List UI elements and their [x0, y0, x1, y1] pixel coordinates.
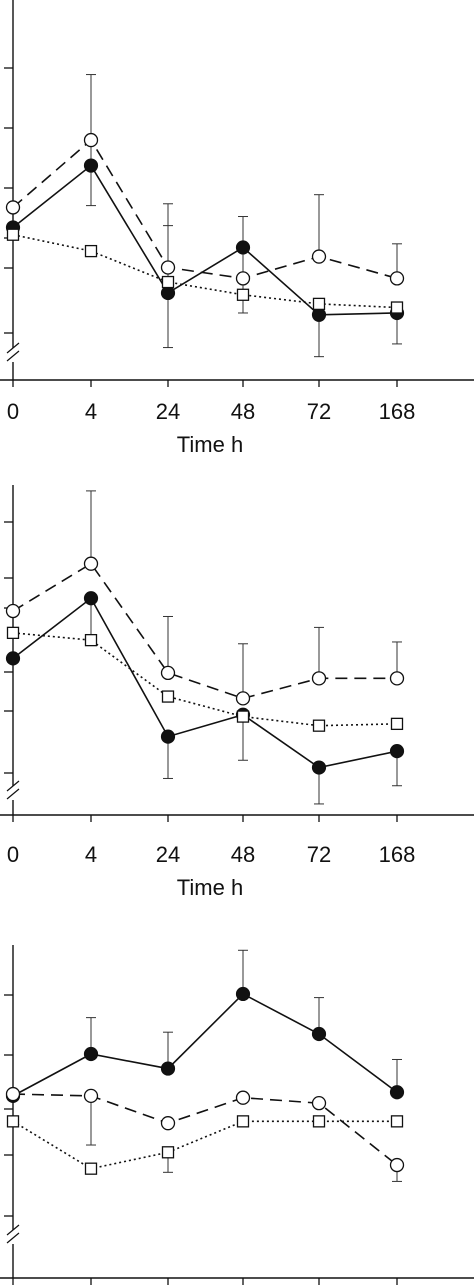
- point-filled-circle-72: [311, 307, 327, 322]
- x-tick-label-4: 4: [85, 842, 97, 867]
- axis-break-mark: [6, 350, 20, 362]
- series-line-filled-circle: [12, 164, 398, 316]
- point-filled-circle-72: [311, 1026, 327, 1042]
- x-tick-label-72: 72: [307, 399, 331, 424]
- point-open-circle-0: [5, 603, 21, 619]
- point-open-square-168: [390, 301, 404, 314]
- point-filled-circle-0: [5, 651, 21, 666]
- point-open-circle-4: [83, 556, 99, 571]
- x-tick-label-48: 48: [231, 842, 255, 867]
- x-axis-label: Time h: [177, 875, 243, 900]
- series-line-open-square: [12, 632, 398, 727]
- point-open-square-24: [161, 1146, 175, 1159]
- point-open-square-0: [6, 1115, 20, 1128]
- point-open-square-72: [312, 1115, 326, 1128]
- axis-break-mark: [6, 342, 20, 354]
- point-open-circle-24: [160, 260, 176, 275]
- point-filled-circle-4: [83, 158, 99, 173]
- point-open-square-72: [312, 719, 326, 732]
- point-open-circle-168: [389, 671, 405, 686]
- point-open-square-24: [161, 275, 175, 289]
- x-tick-label-0: 0: [7, 399, 19, 424]
- series-line-open-square: [12, 233, 398, 309]
- point-open-square-168: [390, 1115, 404, 1128]
- point-open-square-48: [236, 1115, 250, 1128]
- point-open-circle-4: [83, 1088, 99, 1104]
- point-open-circle-0: [5, 200, 21, 215]
- point-open-square-4: [84, 244, 98, 258]
- axis-break-mark: [6, 780, 20, 792]
- point-open-circle-48: [235, 691, 251, 706]
- point-open-square-168: [390, 717, 404, 731]
- axis-break-mark: [6, 1224, 20, 1236]
- point-open-circle-24: [160, 1116, 176, 1131]
- point-open-circle-168: [389, 271, 405, 286]
- point-filled-circle-48: [235, 986, 251, 1002]
- x-tick-label-24: 24: [156, 842, 180, 867]
- point-open-circle-72: [311, 249, 327, 264]
- point-open-circle-72: [311, 671, 327, 686]
- point-filled-circle-168: [389, 744, 405, 759]
- x-tick-label-4: 4: [85, 399, 97, 424]
- point-filled-circle-4: [83, 591, 99, 606]
- x-tick-label-48: 48: [231, 399, 255, 424]
- point-open-square-0: [6, 626, 20, 640]
- point-open-circle-72: [311, 1096, 327, 1111]
- point-open-circle-48: [235, 1090, 251, 1105]
- series-line-filled-circle: [12, 597, 398, 769]
- series-line-open-circle: [12, 138, 398, 280]
- point-open-square-24: [161, 690, 175, 703]
- point-open-square-4: [84, 1162, 98, 1175]
- point-open-square-48: [236, 710, 250, 723]
- point-filled-circle-72: [311, 760, 327, 775]
- point-filled-circle-24: [160, 729, 176, 744]
- series-line-open-circle: [12, 562, 397, 700]
- x-axis-label: Time h: [177, 432, 243, 457]
- point-open-circle-168: [389, 1157, 405, 1173]
- axis-break-mark: [6, 788, 20, 800]
- point-filled-circle-24: [160, 1061, 176, 1076]
- point-open-square-0: [6, 228, 20, 241]
- series-line-filled-circle: [12, 992, 398, 1097]
- point-open-circle-24: [160, 665, 176, 681]
- point-filled-circle-48: [235, 240, 251, 255]
- point-filled-circle-168: [389, 1085, 405, 1100]
- point-filled-circle-4: [83, 1046, 99, 1062]
- x-tick-label-72: 72: [307, 842, 331, 867]
- x-tick-label-168: 168: [379, 842, 416, 867]
- axis-break-mark: [6, 1232, 20, 1244]
- point-open-square-72: [312, 297, 326, 311]
- x-tick-label-168: 168: [379, 399, 416, 424]
- point-open-circle-4: [83, 132, 99, 148]
- point-open-circle-48: [235, 271, 251, 286]
- series-line-open-circle: [12, 1093, 398, 1166]
- point-filled-circle-24: [160, 285, 176, 301]
- point-open-square-48: [236, 288, 250, 301]
- x-tick-label-24: 24: [156, 399, 180, 424]
- series-line-open-square: [12, 1120, 397, 1170]
- x-tick-label-0: 0: [7, 842, 19, 867]
- point-open-circle-0: [5, 1086, 21, 1102]
- point-open-square-4: [84, 633, 98, 647]
